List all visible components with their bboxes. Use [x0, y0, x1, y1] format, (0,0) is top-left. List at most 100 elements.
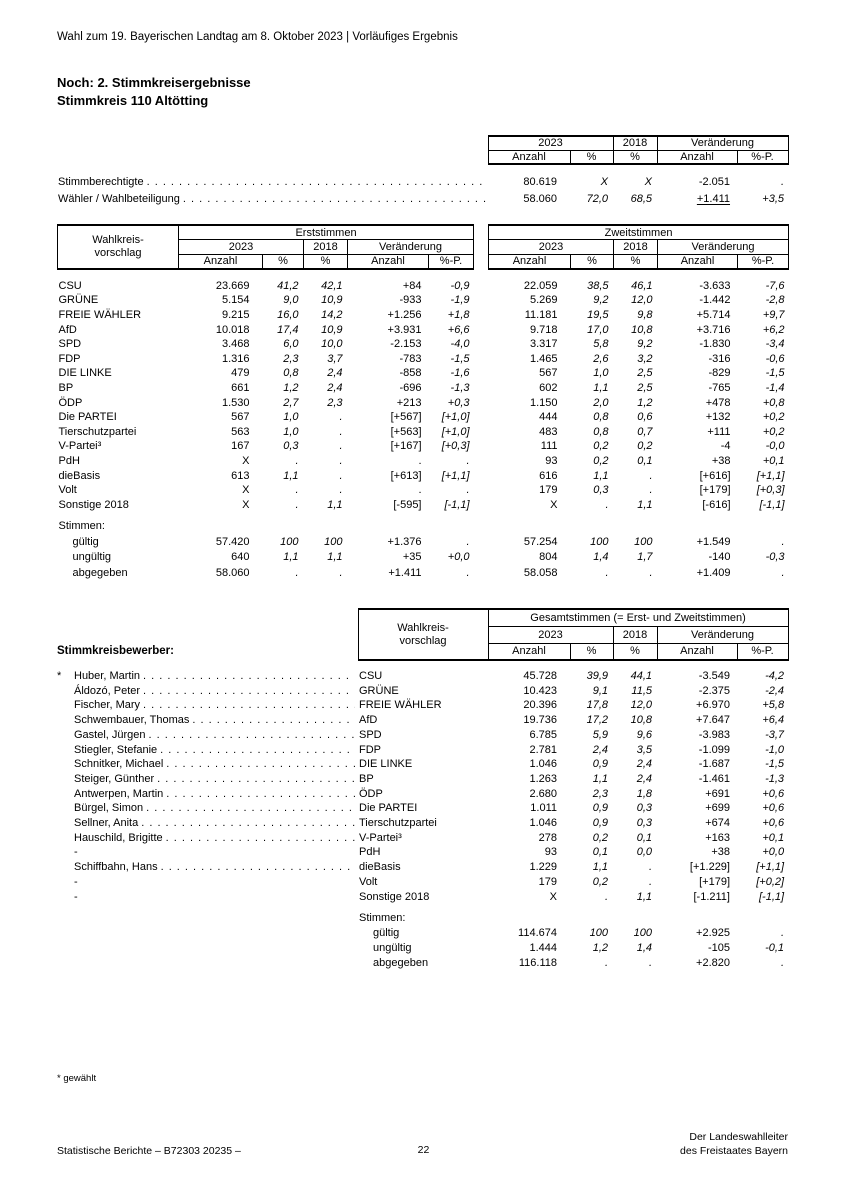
party-label: Volt: [359, 875, 378, 888]
zweit-anzahl-2023: 58.058: [523, 567, 558, 580]
zweit-pct-2023: 17,0: [587, 323, 609, 336]
wkv-line-2: vorschlag: [399, 634, 447, 647]
candidate-name: Schnitker, Michael: [74, 758, 164, 771]
zweit-change-pctp: .: [781, 535, 785, 548]
gesamt-change-anzahl: -1.687: [698, 758, 730, 771]
erst-pct-2018: .: [339, 454, 343, 467]
gesamt-change-pctp: +0,0: [762, 846, 785, 859]
party-row: BP 661 1,2 2,4 -696 -1,3 602 1,1 2,5 -76…: [58, 381, 789, 396]
zweit-pct-2023: 0,2: [593, 440, 609, 453]
erst-pct-2018: 1,1: [327, 551, 343, 564]
party-label: SPD: [58, 338, 82, 351]
gesamt-pct-2018: 0,0: [636, 846, 652, 859]
totals-header-wahlkreisvorschlag: Wahlkreis- vorschlag: [357, 608, 489, 661]
zweit-pct-2023: 0,8: [593, 411, 609, 424]
stimmen-label: Stimmen:: [359, 912, 406, 925]
party-label: Volt: [58, 484, 77, 497]
erst-change-anzahl: +3.931: [387, 323, 422, 336]
gesamt-change-anzahl: +163: [705, 831, 730, 844]
gesamt-pct-2023: 0,2: [592, 875, 608, 888]
gesamt-pct-2023: 100: [589, 927, 608, 940]
gesamt-pct-2023: .: [604, 890, 608, 903]
erst-change-pctp: -0,9: [450, 279, 470, 292]
zweit-anzahl-2023: 1.150: [529, 396, 558, 409]
wkv-line-2: vorschlag: [94, 246, 142, 259]
erst-change-anzahl: [+567]: [390, 411, 422, 424]
candidate-cell: Antwerpen, Martin: [57, 787, 358, 802]
dot-leader: [166, 757, 355, 772]
summary-header-2023: 2023: [487, 135, 614, 151]
candidate-name: -: [74, 890, 78, 903]
candidate-row: * Huber, Martin CSU 45.728 39,9 44,1 -3.5…: [57, 669, 788, 684]
zweit-change-pctp: +0,1: [762, 454, 785, 467]
erst-change-anzahl: [+613]: [390, 469, 422, 482]
gesamt-pct-2023: 1,1: [592, 861, 608, 874]
erst-change-pctp: +1,8: [447, 308, 470, 321]
erst-pct-2018: 10,0: [321, 338, 343, 351]
gesamt-pct-2018: 0,1: [636, 831, 652, 844]
zweit-change-pctp: -3,4: [765, 338, 785, 351]
col-pctp: %-P.: [736, 643, 789, 661]
erst-pct-2023: .: [295, 484, 299, 497]
zweit-anzahl-2023: 22.059: [523, 279, 558, 292]
party-row: DIE LINKE 479 0,8 2,4 -858 -1,6 567 1,0 …: [58, 366, 789, 381]
candidate-row: Gastel, Jürgen SPD 6.785 5,9 9,6 -3.983 …: [57, 728, 788, 743]
votes-header-erststimmen: Erststimmen: [178, 224, 475, 241]
erst-change-pctp: .: [466, 484, 470, 497]
erst-anzahl-2023: 58.060: [215, 567, 250, 580]
gesamt-change-anzahl: [-1.211]: [693, 890, 731, 903]
zweit-pct-2018: 0,7: [637, 425, 653, 438]
gesamt-anzahl-2023: 2.781: [529, 743, 557, 756]
stimmen-row-label: gültig: [373, 927, 400, 940]
stimmen-row: gültig 57.420 100 100 +1.376 . 57.254 10…: [58, 535, 789, 551]
gesamt-change-pctp: .: [781, 957, 785, 970]
footer-publisher-line-2: des Freistaates Bayern: [680, 1145, 788, 1157]
candidate-row: Stiegler, Stefanie FDP 2.781 2,4 3,5 -1.…: [57, 743, 788, 758]
erst-change-anzahl: +1.411: [388, 567, 422, 580]
zweit-change-anzahl: -4: [720, 440, 731, 453]
gesamt-change-anzahl: -2.375: [698, 684, 730, 697]
candidate-cell: Schwembauer, Thomas: [57, 713, 358, 728]
gesamt-pct-2023: 9,1: [592, 684, 608, 697]
gesamt-pct-2018: .: [648, 957, 652, 970]
candidate-cell: -: [57, 875, 358, 890]
wkv-line-1: Wahlkreis-: [92, 233, 144, 246]
summary-value: 58.060: [523, 193, 557, 205]
candidate-cell: Bürgel, Simon: [57, 801, 358, 816]
zweit-anzahl-2023: 804: [539, 551, 558, 564]
party-row: Sonstige 2018 X . 1,1 [-595] [-1,1] X . …: [58, 498, 789, 513]
stimmen-label: Stimmen:: [58, 520, 105, 533]
erst-change-anzahl: +1.256: [387, 308, 422, 321]
summary-header-pct-2023: %: [569, 150, 614, 165]
gesamt-anzahl-2023: 93: [544, 846, 557, 859]
gesamt-pct-2018: 3,5: [636, 743, 652, 756]
erst-pct-2018: 14,2: [321, 308, 343, 321]
gesamt-pct-2023: 0,9: [592, 817, 608, 830]
erst-change-pctp: +6,6: [447, 323, 470, 336]
zweit-pct-2018: 10,8: [631, 323, 653, 336]
zweit-change-anzahl: -316: [708, 352, 731, 365]
gesamt-anzahl-2023: 2.680: [529, 787, 557, 800]
gesamt-pct-2023: 17,8: [586, 699, 608, 712]
zweit-anzahl-2023: 3.317: [529, 338, 558, 351]
gesamt-pct-2023: 0,9: [592, 802, 608, 815]
gesamt-pct-2023: 0,1: [592, 846, 608, 859]
erst-change-pctp: [+1,0]: [441, 425, 470, 438]
erst-pct-2023: 9,0: [283, 294, 299, 307]
zweit-pct-2018: 1,7: [637, 551, 653, 564]
summary-header-row-1: 2023 2018 Veränderung: [57, 135, 789, 151]
party-label: dieBasis: [58, 469, 101, 482]
party-row: GRÜNE 5.154 9,0 10,9 -933 -1,9 5.269 9,2…: [58, 293, 789, 308]
gesamt-pct-2023: .: [604, 957, 608, 970]
candidate-name: Sellner, Anita: [74, 817, 139, 830]
erst-anzahl-2023: X: [242, 484, 250, 497]
erst-change-anzahl: +213: [396, 396, 422, 409]
summary-value: X: [644, 176, 653, 188]
zweit-change-pctp: .: [781, 567, 785, 580]
summary-label: Wähler / Wahlbeteiligung: [58, 193, 180, 205]
zweit-change-pctp: -0,3: [765, 551, 785, 564]
zweit-anzahl-2023: 11.181: [524, 308, 558, 321]
summary-value: +1.411: [696, 193, 731, 205]
erst-change-anzahl: +84: [402, 279, 422, 292]
party-row: V-Partei³ 167 0,3 . [+167] [+0,3] 111 0,…: [58, 439, 789, 454]
